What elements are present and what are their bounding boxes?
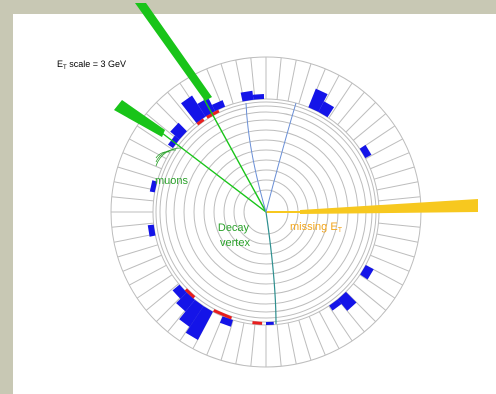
hcal-deposit (211, 100, 226, 112)
calorimeter-segment (376, 233, 419, 243)
calorimeter-segment (359, 274, 396, 299)
muon-spike-lower (114, 100, 165, 137)
calorimeter-segment (337, 91, 365, 125)
calorimeter-segment (206, 68, 224, 108)
hcal-deposit (147, 224, 156, 237)
hcal-deposit (179, 299, 204, 327)
calorimeter-segment (328, 305, 353, 342)
calorimeter-segment (250, 324, 256, 367)
calorimeter-segment (117, 244, 159, 258)
hcal-deposit (266, 321, 274, 325)
calorimeter-segment (113, 181, 156, 191)
calorimeter-segment (287, 59, 297, 102)
track-curve (265, 102, 297, 213)
calorimeter-segment (370, 254, 410, 272)
calorimeter-segment (298, 319, 312, 361)
muons-label: muons (155, 175, 189, 187)
muon-track-lower (161, 132, 267, 213)
hcal-deposit (185, 306, 213, 341)
ecal-deposit (252, 321, 263, 325)
calorimeter-segment (287, 322, 297, 365)
hcal-deposit (240, 90, 254, 102)
calorimeter-segment (353, 113, 387, 141)
hcal-deposit (181, 95, 206, 123)
calorimeter-segment (378, 222, 421, 228)
calorimeter-segment (122, 152, 162, 170)
calorimeter-segment (122, 254, 162, 272)
ecal-deposit (212, 309, 233, 320)
calorimeter-segment (129, 264, 167, 286)
energy-deposits (147, 88, 374, 341)
hcal-deposit (308, 88, 328, 112)
ecal-deposit (184, 288, 196, 299)
muon-hit-arc (155, 151, 171, 159)
calorimeter-segment (145, 283, 179, 311)
calorimeter-segment (318, 311, 340, 349)
calorimeter-segment (373, 244, 415, 258)
particle-tracks (155, 98, 300, 325)
calorimeter-segment (376, 181, 419, 191)
calorimeter-segment (206, 316, 224, 356)
calorimeter-segment (167, 91, 195, 125)
calorimeter-segment (136, 125, 173, 150)
calorimeter-segment (298, 63, 312, 105)
calorimeter-segment (276, 324, 282, 367)
calorimeter-segment (353, 283, 387, 311)
calorimeter-segment (308, 316, 326, 356)
hcal-deposit (359, 144, 372, 159)
calorimeter-segment (235, 322, 245, 365)
missing-et-label: missing ET (290, 221, 343, 234)
calorimeter-segment (111, 196, 154, 202)
calorimeter-segment (337, 299, 365, 333)
calorimeter-segment (345, 102, 376, 133)
calorimeter-segment (373, 166, 415, 180)
calorimeter-segment (370, 152, 410, 170)
calorimeter-segment (220, 63, 234, 105)
hcal-deposit (252, 94, 265, 100)
calorimeter-segment (328, 82, 353, 119)
track-curve (265, 211, 277, 325)
missing-et-spike (300, 199, 478, 214)
muon-track-upper (203, 98, 267, 213)
hcal-deposit (149, 180, 158, 193)
ecal-deposit (196, 118, 205, 126)
muon-spike-upper (135, 3, 212, 101)
calorimeter-segment (378, 196, 421, 202)
hcal-deposit (318, 101, 335, 118)
track-curve (245, 102, 267, 213)
calorimeter-segment (220, 319, 234, 361)
hcal-deposit (360, 265, 374, 280)
muon-hit-arc (155, 147, 183, 167)
et-scale-label: ET scale = 3 GeV (57, 59, 126, 71)
calorimeter-segment (250, 57, 256, 100)
calorimeter-segment (111, 222, 154, 228)
hcal-deposit (219, 316, 233, 327)
hcal-deposit (172, 284, 187, 299)
hcal-deposit (329, 299, 342, 311)
hcal-deposit (170, 122, 187, 140)
calorimeter-segment (359, 125, 396, 150)
calorimeter-segment (145, 113, 179, 141)
calorimeter-segment (365, 138, 403, 160)
muon-hit-arc (155, 149, 177, 163)
hcal-deposit (337, 291, 357, 311)
decay-vertex-label: Decay vertex (218, 222, 252, 249)
calorimeter-segment (276, 57, 282, 100)
calorimeter-segment (113, 233, 156, 243)
calorimeter-segment (136, 274, 173, 299)
calorimeter-segment (117, 166, 159, 180)
hcal-deposit (176, 292, 195, 312)
